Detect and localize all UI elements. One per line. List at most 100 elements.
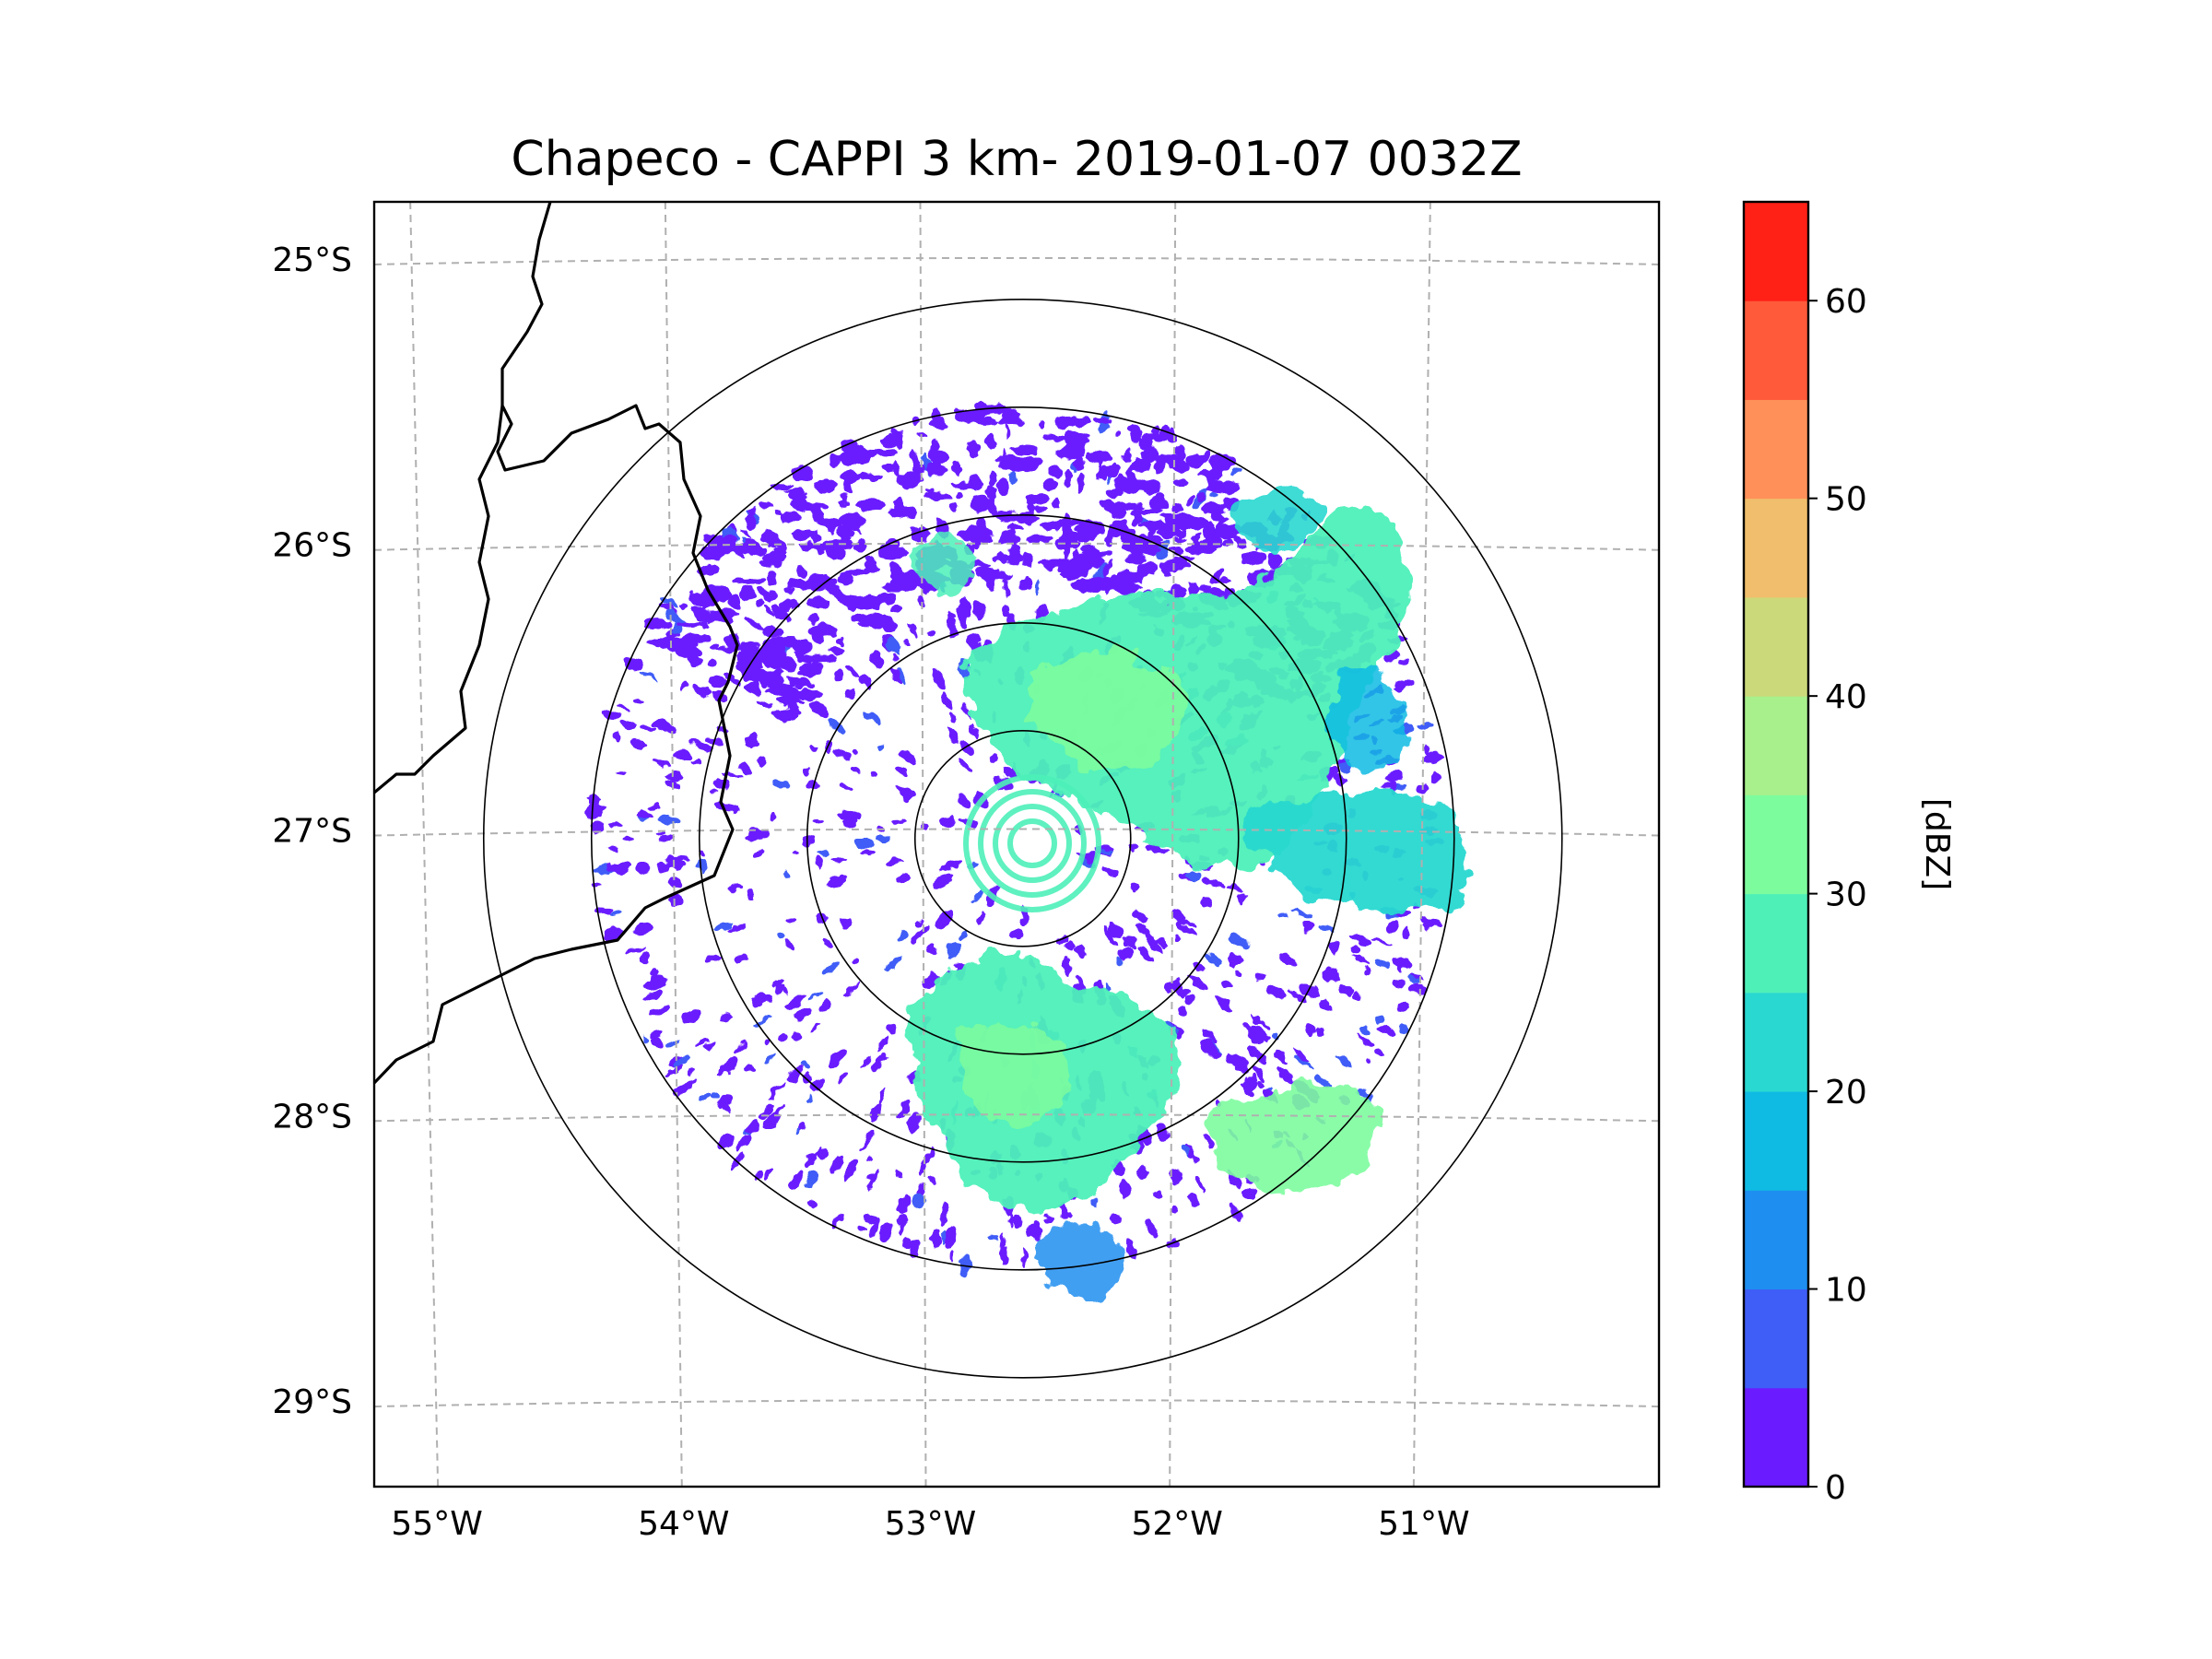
echo-speckle	[867, 1168, 878, 1190]
echo-speckle	[982, 571, 1014, 580]
echo-speckle	[800, 502, 830, 512]
echo-speckle	[1396, 961, 1405, 973]
echo-speckle	[1104, 982, 1112, 992]
echo-speckle	[1350, 935, 1372, 945]
echo-speckle	[747, 1064, 754, 1071]
echo-speckle	[1075, 945, 1086, 957]
echo-speckle	[1174, 478, 1187, 487]
echo-speckle	[758, 700, 772, 710]
echo-speckle	[950, 503, 959, 512]
echo-speckle	[665, 1065, 683, 1077]
echo-speckle	[1316, 1027, 1326, 1038]
echo-speckle	[1266, 551, 1282, 568]
echo-area-northeast	[965, 505, 1407, 869]
echo-speckle	[861, 1055, 872, 1070]
echo-speckle	[717, 1133, 734, 1149]
echo-speckle	[1117, 477, 1149, 493]
echo-speckle	[846, 665, 860, 678]
echo-speckle	[681, 1009, 700, 1024]
echo-speckle	[839, 595, 861, 606]
echo-speckle	[1060, 957, 1073, 974]
echo-speckle	[1033, 505, 1050, 512]
echo-speckle	[875, 1036, 888, 1054]
echo-speckle	[838, 810, 862, 821]
echo-speckle	[861, 1131, 873, 1152]
echo-speckle	[878, 1222, 892, 1242]
echo-speckle	[641, 991, 662, 1002]
echo-speckle	[773, 548, 786, 557]
echo-speckle	[1119, 947, 1134, 961]
echo-speckle	[864, 710, 881, 725]
echo-speckle	[1171, 979, 1189, 997]
echo-speckle	[1006, 553, 1022, 565]
echo-speckle	[1229, 959, 1238, 970]
echo-speckle	[768, 1082, 785, 1100]
colorbar-tick-label: 40	[1825, 678, 1867, 716]
latitude-tick-label: 29°S	[272, 1383, 352, 1421]
echo-speckle	[989, 470, 997, 486]
echo-speckle	[947, 610, 955, 619]
colorbar-tick-label: 0	[1825, 1469, 1846, 1507]
echo-speckle	[797, 1122, 806, 1131]
echo-speckle	[910, 526, 921, 533]
echo-speckle	[869, 771, 877, 778]
echo-area-north	[917, 534, 977, 592]
echo-speckle	[1149, 497, 1169, 511]
range-ring	[482, 299, 1563, 1379]
echo-speckle	[1130, 884, 1139, 892]
echo-speckle	[841, 818, 857, 828]
echo-speckle	[890, 604, 902, 613]
echo-speckle	[1255, 1078, 1265, 1089]
echo-speckle	[841, 528, 849, 544]
echo-speckle	[1171, 1206, 1180, 1216]
colorbar-bands	[1744, 202, 1808, 1488]
echo-speckle	[699, 849, 706, 856]
echo-speckle	[1333, 774, 1347, 786]
echo-speckle	[888, 505, 918, 520]
colorbar-band	[1744, 399, 1808, 500]
echo-speckle	[1322, 968, 1341, 982]
border-misiones	[374, 405, 504, 794]
echo-speckle	[783, 489, 807, 496]
echo-speckle	[1199, 470, 1223, 479]
echo-speckle	[641, 671, 661, 682]
echo-speckle	[1206, 527, 1219, 544]
echo-speckle	[896, 471, 923, 488]
echo-speckle	[673, 748, 692, 761]
echo-speckle	[926, 944, 937, 955]
echo-speckle	[1105, 488, 1124, 498]
echo-speckle	[781, 511, 801, 524]
echo-speckle	[1024, 535, 1053, 543]
echo-speckle	[590, 820, 605, 832]
longitude-tick-label: 55°W	[391, 1505, 482, 1543]
colorbar-band	[1744, 893, 1808, 994]
echo-speckle	[884, 858, 904, 865]
echo-speckle	[833, 1213, 842, 1230]
echo-speckle	[843, 981, 861, 996]
echo-speckle	[842, 468, 859, 485]
echo-speckle	[834, 748, 852, 759]
echo-speckle	[900, 750, 917, 765]
echo-speckle	[851, 472, 884, 479]
echo-speckle	[634, 811, 653, 818]
echo-speckle	[644, 618, 671, 629]
echo-speckle	[761, 531, 778, 549]
echo-speckle	[792, 1031, 802, 1041]
echo-speckle	[607, 862, 630, 874]
echo-speckle	[810, 532, 819, 543]
echo-speckle	[1353, 992, 1362, 999]
echo-speckle	[755, 598, 764, 606]
echo-speckle	[799, 571, 806, 578]
echo-speckle	[1116, 579, 1137, 595]
colorbar-band	[1744, 794, 1808, 895]
echo-speckle	[1338, 760, 1352, 772]
echo-core-northeast	[1032, 653, 1186, 775]
echo-speckle	[1295, 1054, 1315, 1070]
echo-speckle	[999, 1234, 1004, 1257]
echo-speckle	[902, 639, 910, 648]
echo-speckle	[755, 1171, 763, 1180]
echo-speckle	[851, 766, 861, 773]
echo-speckle	[847, 515, 866, 529]
echo-speckle	[1162, 982, 1174, 994]
echo-speckle	[676, 645, 701, 658]
